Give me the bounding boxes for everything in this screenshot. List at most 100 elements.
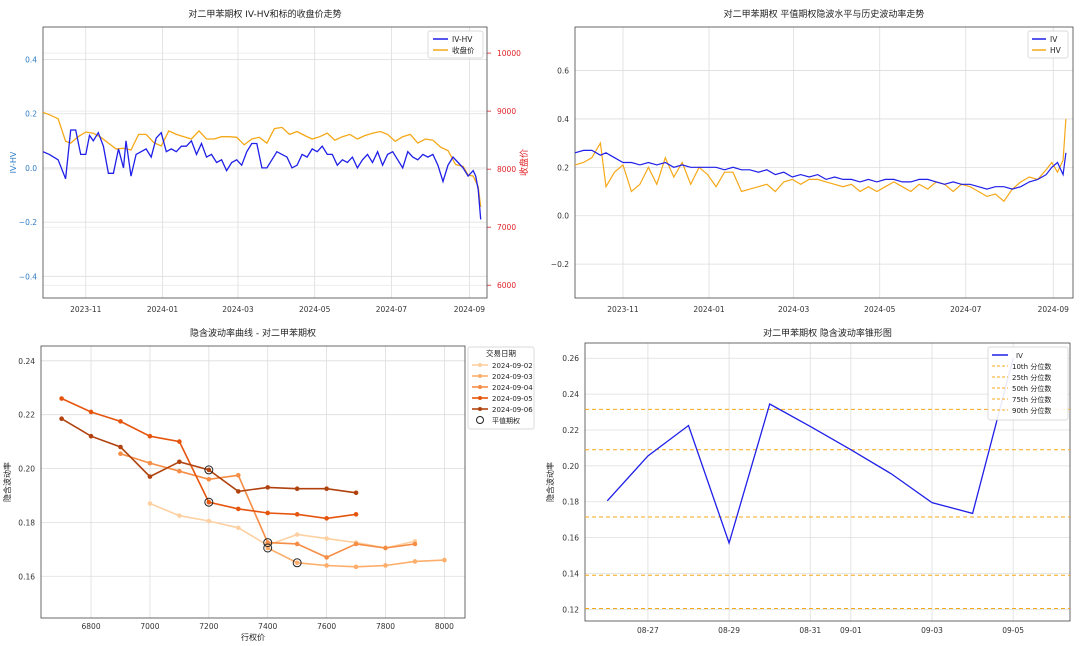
y-tick-label: −0.2 <box>19 218 37 227</box>
x-tick-label: 09-03 <box>921 626 943 635</box>
smile-point-2024-09-04 <box>147 460 153 466</box>
iv-smile-chart: 隐含波动率曲线 - 对二甲苯期权 6800 7000 7200 7400 7600 7800… <box>2 327 535 642</box>
atm-marker <box>204 465 214 475</box>
y-tick-label: 0.20 <box>562 462 579 471</box>
y-tick-label: 0.2 <box>25 110 37 119</box>
plot-frame <box>574 26 1074 299</box>
x-tick-label: 2024-09 <box>454 305 486 314</box>
atm-marker <box>292 558 302 568</box>
x-tick-label: 2023-11 <box>607 305 639 314</box>
iv-cone-line <box>606 358 1014 546</box>
smile-point-2024-09-05 <box>59 396 64 401</box>
legend-dot-2024-09-02 <box>478 363 482 367</box>
x-tick-label: 2024-07 <box>376 305 408 314</box>
smile-point-2024-09-06 <box>235 489 241 494</box>
x-tick-label: 2024-03 <box>778 305 810 314</box>
y2-axis-label: 收盘价 <box>518 149 530 176</box>
chart-title: 隐含波动率曲线 - 对二甲苯期权 <box>190 327 316 339</box>
y-tick-label: 0.20 <box>18 465 35 474</box>
smile-point-2024-09-06 <box>118 444 123 450</box>
plot-frame <box>42 26 488 299</box>
smile-point-2024-09-05 <box>88 409 94 415</box>
y-tick-label: 0.22 <box>18 411 35 420</box>
close-price-line <box>42 111 482 207</box>
y-tick-label: 0.0 <box>557 212 569 221</box>
legend-label-iv: IV <box>1016 352 1023 360</box>
x-tick-label: 2024-05 <box>299 305 331 314</box>
x-tick-label: 7000 <box>140 622 159 631</box>
y-tick-label: 0.26 <box>562 354 579 363</box>
smile-point-2024-09-06 <box>324 486 329 492</box>
smile-point-2024-09-05 <box>118 419 123 424</box>
y-tick-label: 0.18 <box>18 518 35 527</box>
plot-frame <box>40 345 466 619</box>
y-axis-label: 隐含波动率 <box>545 462 555 502</box>
x-tick-label: 2023-11 <box>70 305 102 314</box>
smile-point-2024-09-04 <box>177 468 182 474</box>
x-tick-label: 08-29 <box>718 626 740 635</box>
x-tick-label: 7800 <box>376 622 395 631</box>
smile-point-2024-09-03 <box>383 563 388 568</box>
smile-point-2024-09-03 <box>324 563 329 568</box>
y-tick-label: 0.14 <box>562 569 579 578</box>
y-tick-label: 0.12 <box>562 605 579 614</box>
smile-point-2024-09-03 <box>353 564 359 570</box>
smile-point-2024-09-05 <box>353 512 359 517</box>
smile-point-2024-09-04 <box>353 541 359 547</box>
smile-point-2024-09-06 <box>206 467 212 473</box>
smile-point-2024-09-02 <box>147 501 153 506</box>
smile-point-2024-09-04 <box>235 472 241 478</box>
legend-box <box>987 346 1069 421</box>
y-tick-label: 0.24 <box>562 390 579 399</box>
smile-point-2024-09-06 <box>147 474 153 479</box>
legend-label-close: 收盘价 <box>452 45 475 55</box>
y-axis-label: IV-HV <box>9 151 18 173</box>
y2-tick-label: 10000 <box>497 49 521 58</box>
x-tick-label: 2024-07 <box>950 305 982 314</box>
iv-hv-trend-chart: 对二甲苯期权 平值期权隐波水平与历史波动率走势 2023-11 2024-01 202… <box>551 8 1074 314</box>
x-tick-label: 2024-03 <box>222 305 254 314</box>
smile-point-2024-09-06 <box>59 416 64 422</box>
smile-point-2024-09-02 <box>177 513 182 518</box>
y2-tick-label: 7000 <box>497 223 516 232</box>
iv-hv-line <box>42 129 482 220</box>
legend-dot-2024-09-03 <box>478 374 482 378</box>
legend-dot-2024-09-06 <box>478 407 482 411</box>
legend-title: 交易日期 <box>486 348 516 358</box>
legend-label-2024-09-06: 2024-09-06 <box>492 406 533 414</box>
smile-point-2024-09-06 <box>265 485 271 490</box>
legend-box <box>1027 30 1069 59</box>
legend-label-2024-09-05: 2024-09-05 <box>492 395 533 403</box>
smile-point-2024-09-05 <box>177 439 182 444</box>
smile-point-2024-09-04 <box>383 545 388 551</box>
smile-point-2024-09-04 <box>118 451 123 457</box>
y-tick-label: 0.16 <box>562 534 579 543</box>
y-tick-label: −0.4 <box>19 272 37 281</box>
smile-point-2024-09-03 <box>412 559 418 564</box>
x-tick-label: 2024-01 <box>147 305 179 314</box>
x-tick-label: 08-27 <box>637 626 659 635</box>
smile-point-2024-09-04 <box>412 541 418 547</box>
smile-point-2024-09-06 <box>88 433 94 439</box>
legend-box <box>427 30 484 59</box>
legend-dot-2024-09-05 <box>478 396 482 400</box>
smile-point-2024-09-05 <box>324 516 329 521</box>
x-tick-label: 6800 <box>82 622 101 631</box>
y2-tick-label: 6000 <box>497 281 516 290</box>
x-tick-label: 2024-05 <box>864 305 896 314</box>
y2-tick-label: 8000 <box>497 165 516 174</box>
smile-point-2024-09-05 <box>265 510 271 516</box>
legend-label-25th 分位数: 25th 分位数 <box>1012 373 1051 382</box>
smile-point-2024-09-03 <box>294 560 300 566</box>
legend-atm-marker <box>476 416 484 424</box>
atm-marker <box>263 538 273 548</box>
legend-label-iv-hv: IV-HV <box>452 35 473 44</box>
smile-point-2024-09-02 <box>324 536 329 541</box>
smile-point-2024-09-04 <box>324 555 329 560</box>
hv-line <box>574 118 1067 203</box>
y-tick-label: 0.4 <box>25 56 37 65</box>
smile-line-2024-09-03 <box>267 547 445 568</box>
legend-label-2024-09-03: 2024-09-03 <box>492 373 533 381</box>
atm-marker <box>263 543 273 553</box>
